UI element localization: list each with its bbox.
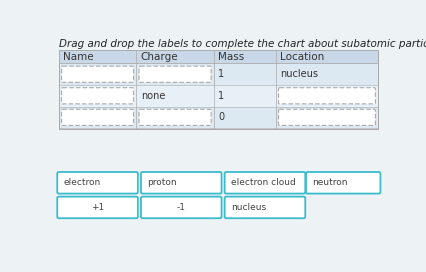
FancyBboxPatch shape — [278, 88, 374, 104]
Text: Mass: Mass — [217, 51, 243, 61]
Text: none: none — [141, 91, 165, 101]
FancyBboxPatch shape — [59, 107, 377, 128]
FancyBboxPatch shape — [224, 172, 305, 194]
FancyBboxPatch shape — [61, 88, 133, 104]
Text: +1: +1 — [91, 203, 104, 212]
Text: 1: 1 — [218, 91, 224, 101]
Text: neutron: neutron — [311, 178, 347, 187]
Text: 0: 0 — [218, 112, 224, 122]
FancyBboxPatch shape — [141, 172, 221, 194]
FancyBboxPatch shape — [278, 109, 374, 125]
FancyBboxPatch shape — [139, 66, 210, 82]
FancyBboxPatch shape — [139, 109, 210, 125]
Text: electron: electron — [63, 178, 101, 187]
Text: nucleus: nucleus — [280, 69, 318, 79]
Text: proton: proton — [147, 178, 176, 187]
FancyBboxPatch shape — [305, 172, 380, 194]
FancyBboxPatch shape — [57, 197, 138, 218]
FancyBboxPatch shape — [61, 109, 133, 125]
Text: Name: Name — [63, 51, 93, 61]
FancyBboxPatch shape — [59, 85, 377, 107]
Text: Location: Location — [279, 51, 323, 61]
FancyBboxPatch shape — [61, 66, 133, 82]
Text: Charge: Charge — [140, 51, 177, 61]
FancyBboxPatch shape — [59, 50, 377, 63]
FancyBboxPatch shape — [59, 50, 377, 129]
Text: nucleus: nucleus — [230, 203, 265, 212]
Text: Drag and drop the labels to complete the chart about subatomic particles.: Drag and drop the labels to complete the… — [59, 39, 426, 49]
Text: electron cloud: electron cloud — [230, 178, 295, 187]
FancyBboxPatch shape — [141, 197, 221, 218]
FancyBboxPatch shape — [224, 197, 305, 218]
Text: -1: -1 — [176, 203, 185, 212]
FancyBboxPatch shape — [57, 172, 138, 194]
Text: 1: 1 — [218, 69, 224, 79]
FancyBboxPatch shape — [59, 63, 377, 85]
